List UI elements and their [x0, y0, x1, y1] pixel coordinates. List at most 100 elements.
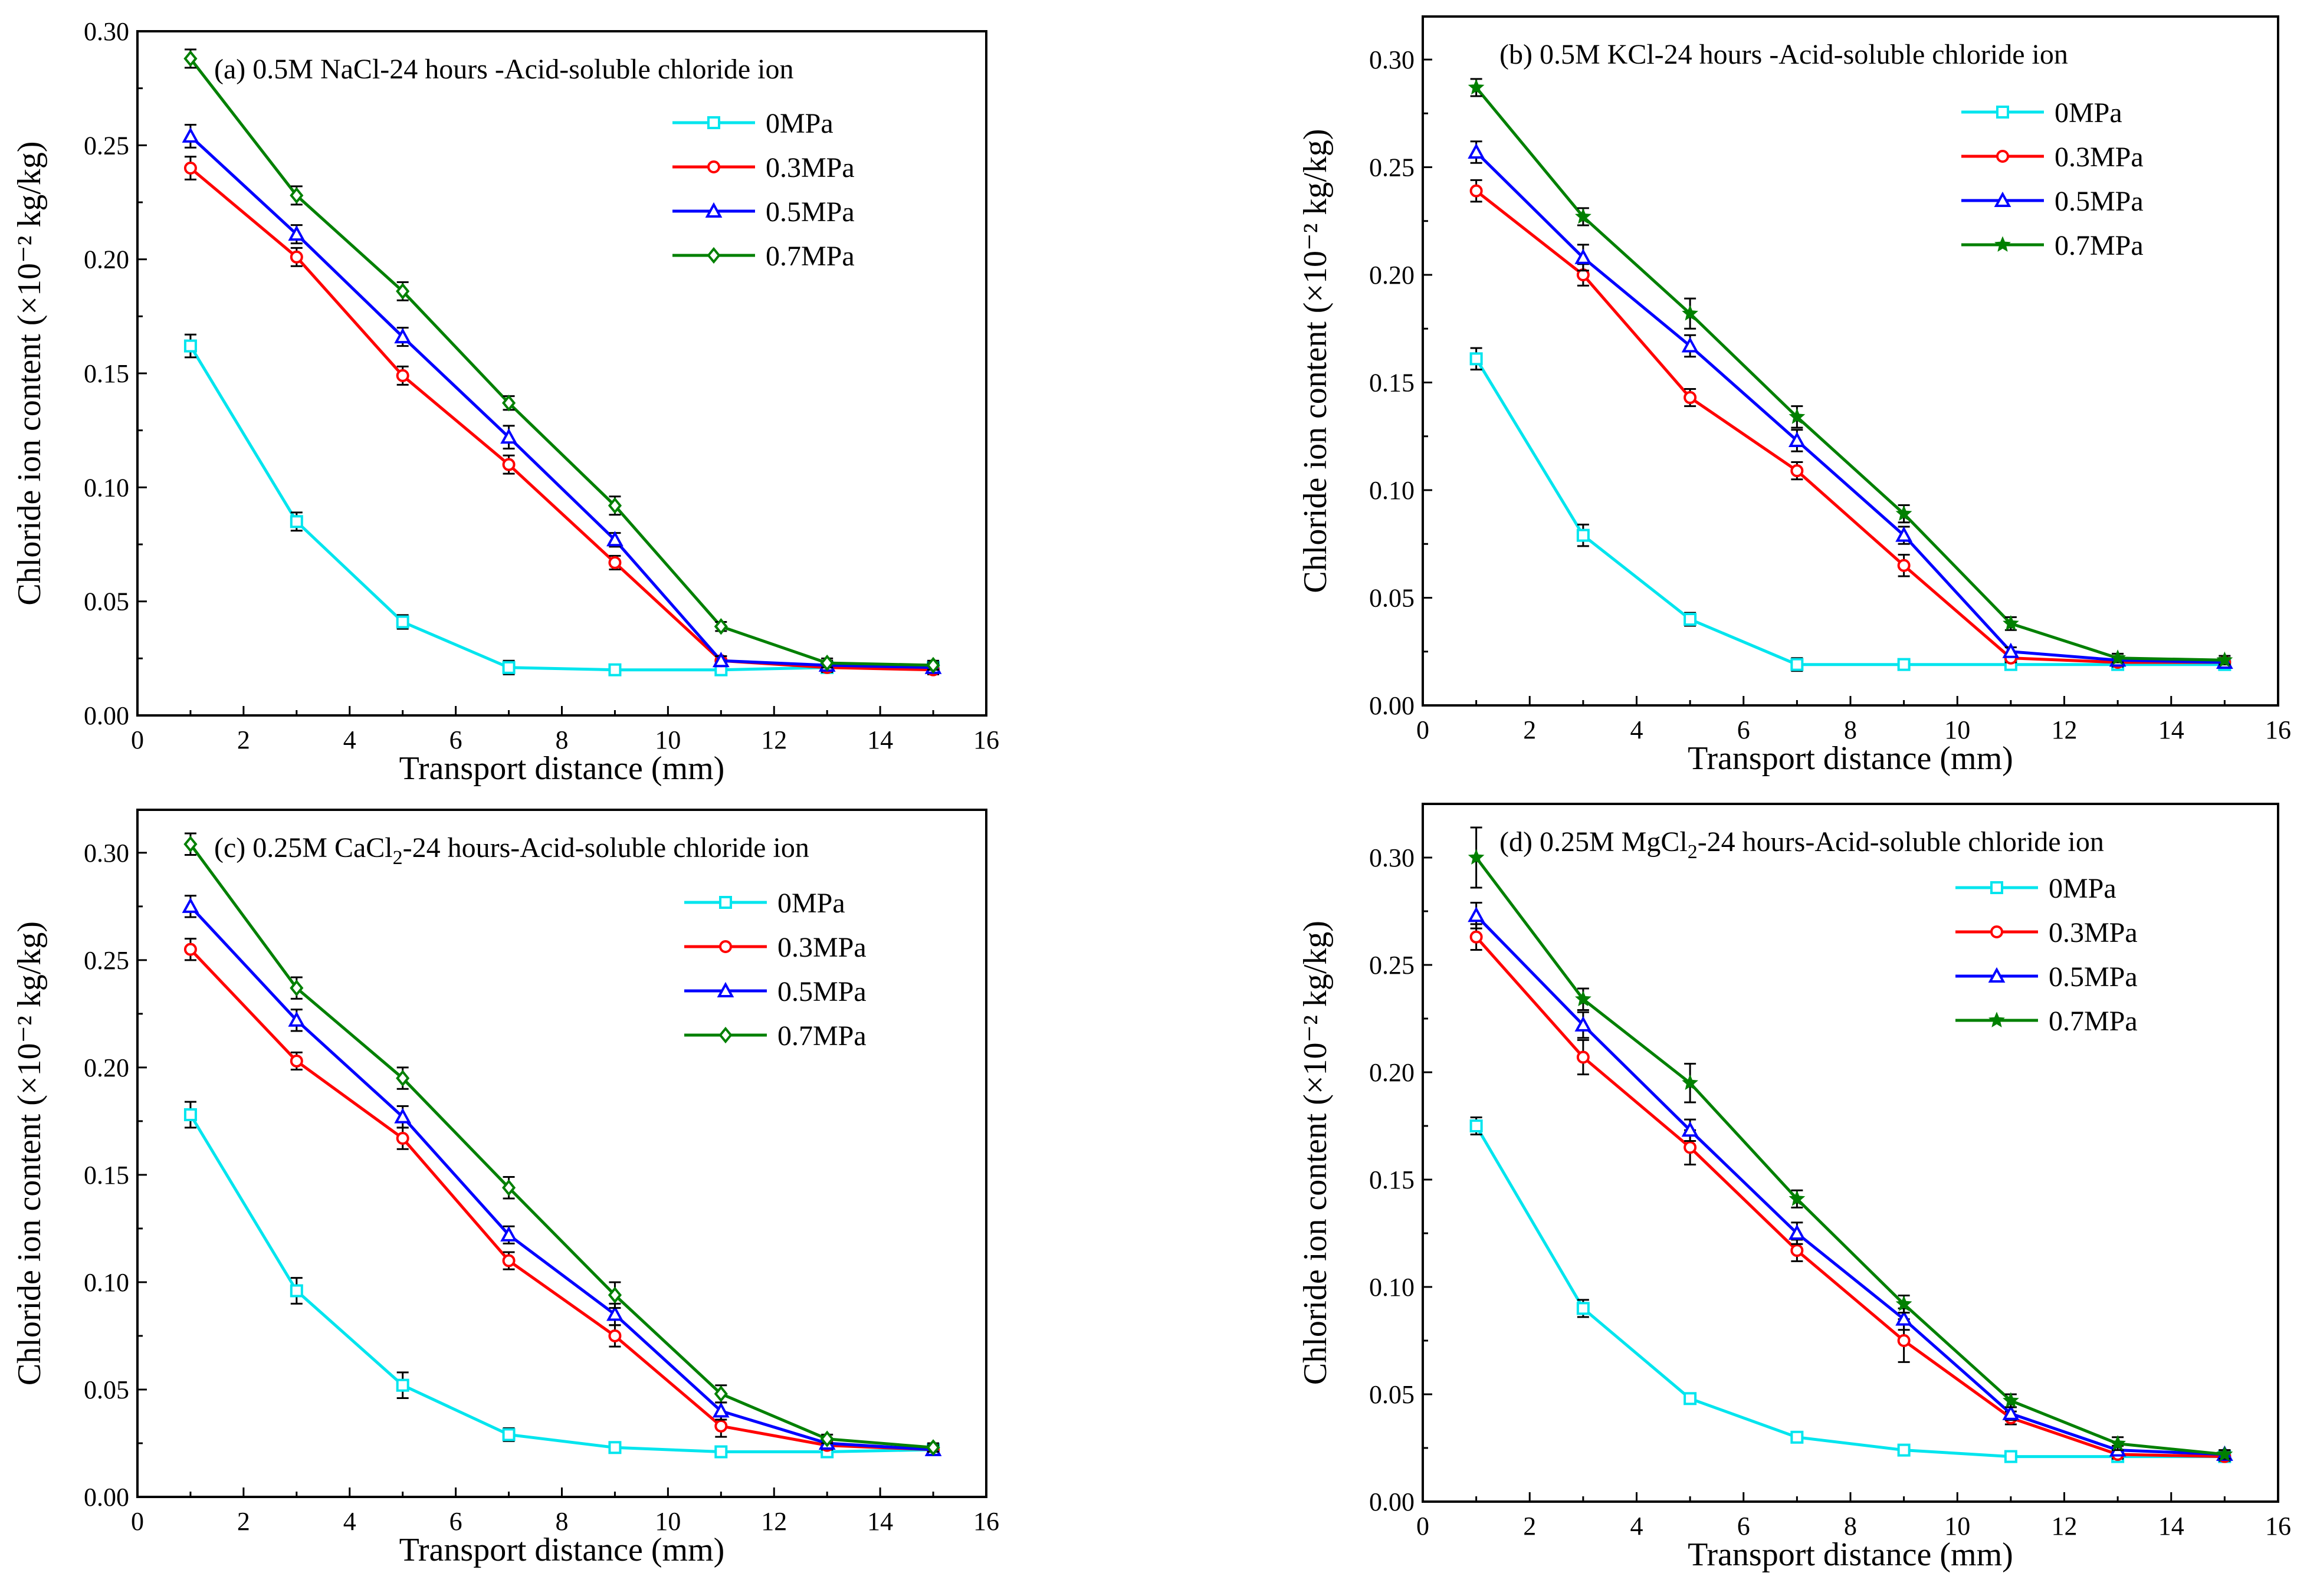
panel-title-main: 0.25M CaCl	[252, 832, 392, 863]
data-point	[1576, 1050, 1590, 1064]
data-point	[290, 1054, 303, 1068]
series-0MPa	[183, 333, 940, 677]
panel-title: (c) 0.25M CaCl2-24 hours-Acid-soluble ch…	[214, 832, 809, 869]
x-tick-label: 6	[449, 1507, 462, 1536]
legend-label: 0.5MPa	[766, 196, 855, 228]
x-tick-label: 14	[2158, 715, 2184, 744]
data-point	[183, 50, 198, 67]
data-point	[1684, 1392, 1697, 1405]
data-point	[502, 1428, 516, 1441]
y-tick-label: 0.00	[1369, 691, 1415, 720]
data-point	[2003, 1392, 2019, 1408]
x-tick-label: 0	[1416, 1512, 1429, 1541]
x-tick-label: 0	[1416, 715, 1429, 744]
series-line	[1475, 358, 2225, 666]
series-line	[1475, 914, 2225, 1456]
legend-marker	[707, 160, 720, 173]
series-0MPa	[1469, 1116, 2231, 1463]
data-point	[1575, 208, 1591, 224]
data-point	[606, 531, 623, 547]
data-point	[712, 652, 730, 668]
data-point	[2109, 649, 2126, 665]
legend-marker	[1990, 925, 2003, 938]
y-tick-label: 0.00	[84, 1483, 129, 1512]
data-point	[2002, 642, 2020, 658]
data-point	[1468, 849, 1485, 865]
y-axis-title: Chloride ion content (×10⁻² kg/kg)	[11, 141, 48, 605]
panel-title-subscript: 2	[393, 847, 403, 869]
data-point	[1790, 1430, 1804, 1444]
series-line	[1475, 151, 2225, 664]
legend-label: 0MPa	[766, 108, 833, 139]
x-tick-label: 0	[131, 725, 144, 754]
legend-label: 0.7MPa	[2055, 230, 2144, 261]
x-tick-label: 6	[449, 725, 462, 754]
series-line	[1475, 936, 2225, 1459]
data-point	[608, 556, 622, 569]
data-point	[2004, 1450, 2017, 1463]
x-tick-label: 2	[237, 725, 250, 754]
data-point	[1788, 1224, 1806, 1240]
legend-label: 0.3MPa	[2049, 917, 2138, 948]
data-point	[502, 458, 516, 471]
series-0.5MPa	[182, 124, 942, 674]
x-tick-label: 8	[1844, 715, 1857, 744]
data-point	[1681, 337, 1699, 353]
data-point	[714, 1419, 728, 1433]
data-point	[394, 1108, 412, 1124]
data-point	[2003, 615, 2019, 631]
series-0MPa	[1469, 347, 2231, 672]
x-tick-label: 2	[1523, 715, 1536, 744]
legend-label: 0MPa	[2049, 873, 2116, 904]
data-point	[182, 127, 199, 143]
panel-title-subscript: 2	[1688, 841, 1698, 863]
x-tick-label: 10	[655, 725, 681, 754]
x-tick-label: 14	[867, 1507, 893, 1536]
data-point	[183, 162, 197, 175]
y-tick-label: 0.25	[84, 131, 129, 160]
panel-title-main: 0.5M NaCl-24 hours -Acid-soluble chlorid…	[252, 54, 793, 85]
data-point	[1469, 930, 1483, 944]
x-tick-label: 12	[761, 725, 787, 754]
data-point	[290, 980, 304, 997]
data-point	[608, 497, 622, 514]
data-point	[396, 1132, 409, 1145]
data-point	[183, 1108, 197, 1121]
data-point	[1575, 990, 1591, 1007]
data-point	[608, 1441, 622, 1454]
y-tick-label: 0.30	[84, 839, 129, 868]
y-tick-label: 0.30	[1369, 843, 1415, 872]
data-point	[290, 187, 304, 204]
panel-title-main: 0.5M KCl-24 hours -Acid-soluble chloride…	[1540, 39, 2068, 70]
x-tick-label: 0	[131, 1507, 144, 1536]
data-point	[396, 369, 409, 382]
x-tick-label: 4	[1630, 715, 1643, 744]
data-point	[606, 1305, 623, 1321]
panel-title: (d) 0.25M MgCl2-24 hours-Acid-soluble ch…	[1499, 826, 2104, 863]
y-tick-label: 0.25	[84, 946, 129, 975]
series-line	[1475, 1125, 2225, 1459]
data-point	[1789, 1190, 1806, 1206]
series-line	[189, 905, 934, 1451]
data-point	[500, 428, 517, 444]
data-point	[2216, 651, 2233, 668]
data-point	[183, 339, 197, 353]
data-point	[501, 395, 516, 412]
data-point	[608, 1286, 622, 1303]
x-tick-label: 10	[1944, 715, 1970, 744]
data-point	[926, 656, 940, 674]
series-0MPa	[183, 1101, 940, 1459]
plot-frame	[1422, 803, 2279, 1503]
data-point	[396, 1378, 409, 1392]
data-point	[288, 225, 306, 241]
legend-label: 0.5MPa	[2049, 961, 2138, 993]
plot-frame	[136, 809, 987, 1498]
x-tick-label: 8	[556, 725, 569, 754]
data-point	[1468, 143, 1485, 159]
data-point	[1790, 1244, 1804, 1257]
panel-title-tail: -24 hours-Acid-soluble chloride ion	[1698, 826, 2104, 858]
legend-marker	[705, 202, 723, 218]
data-point	[820, 1430, 834, 1447]
data-point	[1469, 1119, 1483, 1132]
